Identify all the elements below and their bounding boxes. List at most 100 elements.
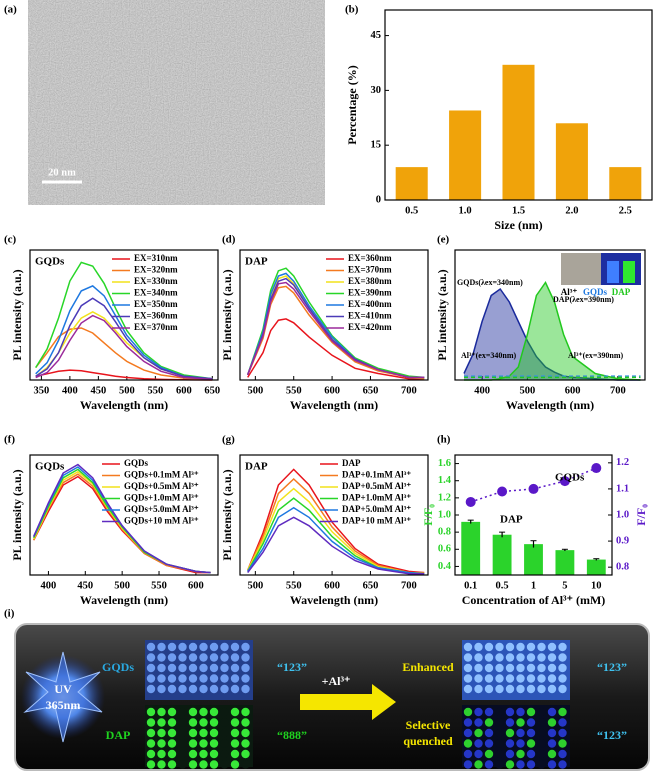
marker xyxy=(591,463,602,474)
well xyxy=(157,718,166,727)
well xyxy=(505,674,515,683)
marker xyxy=(497,486,508,497)
code-label: “123” xyxy=(277,660,307,674)
well xyxy=(167,760,177,769)
well xyxy=(220,749,229,759)
result-label: quenched xyxy=(403,734,453,748)
x-axis-label: Wavelength (nm) xyxy=(80,398,168,412)
well xyxy=(220,684,229,694)
x-tick-label: 550 xyxy=(147,385,163,396)
y-axis-label: Percentage (%) xyxy=(345,65,359,144)
code-label: “123” xyxy=(597,660,627,674)
y-tick-label: 0 xyxy=(376,194,381,205)
well xyxy=(178,663,187,673)
well xyxy=(178,684,187,694)
well xyxy=(241,718,250,727)
x-axis-label: Wavelength (nm) xyxy=(506,398,594,412)
well xyxy=(463,663,473,673)
marker xyxy=(465,496,476,507)
well xyxy=(526,707,536,717)
well xyxy=(220,674,229,683)
well xyxy=(188,707,198,717)
well xyxy=(484,642,494,652)
well xyxy=(495,707,504,717)
well xyxy=(484,653,494,662)
well xyxy=(188,739,198,748)
well xyxy=(516,728,525,738)
plot-frame xyxy=(454,249,646,381)
row-label: GQDs xyxy=(102,660,134,674)
well xyxy=(537,718,546,727)
well xyxy=(220,718,229,727)
inset-glow xyxy=(607,261,619,283)
well xyxy=(188,718,198,727)
line xyxy=(247,318,425,380)
x-tick-label: 600 xyxy=(324,580,340,591)
well xyxy=(474,684,483,694)
well xyxy=(558,728,567,738)
legend-label: EX=390nm xyxy=(348,288,392,298)
well xyxy=(505,663,515,673)
well xyxy=(516,718,525,727)
well xyxy=(505,642,515,652)
panel-label: (h) xyxy=(437,434,451,446)
well xyxy=(230,663,240,673)
well xyxy=(463,707,473,717)
well xyxy=(230,728,240,738)
bar xyxy=(502,64,535,200)
x-tick-label: 350 xyxy=(34,385,50,396)
chart-title: GQDs xyxy=(35,461,65,473)
well xyxy=(474,728,483,738)
well xyxy=(157,707,166,717)
legend-label: DAP+10 mM Al³⁺ xyxy=(342,516,411,526)
well xyxy=(188,642,198,652)
well xyxy=(484,728,494,738)
legend-label: EX=310nm xyxy=(134,253,178,263)
x-tick-label: 500 xyxy=(520,385,536,396)
well xyxy=(547,728,557,738)
legend-label: DAP xyxy=(342,458,361,468)
well xyxy=(157,653,166,662)
well xyxy=(547,663,557,673)
well xyxy=(230,760,240,769)
well xyxy=(199,684,208,694)
x-tick-label: 0.5 xyxy=(405,205,418,216)
well xyxy=(188,684,198,694)
well xyxy=(474,653,483,662)
well xyxy=(220,739,229,748)
well xyxy=(505,718,515,727)
chart-title: DAP xyxy=(245,461,268,473)
inset-photo xyxy=(561,253,601,285)
well xyxy=(495,663,504,673)
well xyxy=(167,674,177,683)
result-label: Selective xyxy=(406,718,451,732)
panel-label: (a) xyxy=(4,4,17,16)
well xyxy=(199,749,208,759)
area-fill xyxy=(464,289,641,380)
bar xyxy=(555,550,575,575)
well xyxy=(516,642,525,652)
well xyxy=(209,653,219,662)
well xyxy=(220,663,229,673)
well xyxy=(505,749,515,759)
well xyxy=(547,653,557,662)
well xyxy=(526,749,536,759)
well xyxy=(484,760,494,769)
well xyxy=(537,707,546,717)
well xyxy=(241,684,250,694)
plot-frame xyxy=(454,454,613,576)
well xyxy=(157,684,166,694)
well xyxy=(241,760,250,769)
panel-label: (g) xyxy=(222,434,235,446)
well xyxy=(167,739,177,748)
well xyxy=(188,674,198,683)
well xyxy=(199,728,208,738)
well xyxy=(146,739,156,748)
inset-label: DAP xyxy=(612,287,631,297)
legend-label: EX=350nm xyxy=(134,299,178,309)
uv-wavelength: 365nm xyxy=(46,698,81,712)
well xyxy=(463,718,473,727)
y-axis-label: PL intensity (a.u.) xyxy=(220,269,234,360)
well xyxy=(209,718,219,727)
